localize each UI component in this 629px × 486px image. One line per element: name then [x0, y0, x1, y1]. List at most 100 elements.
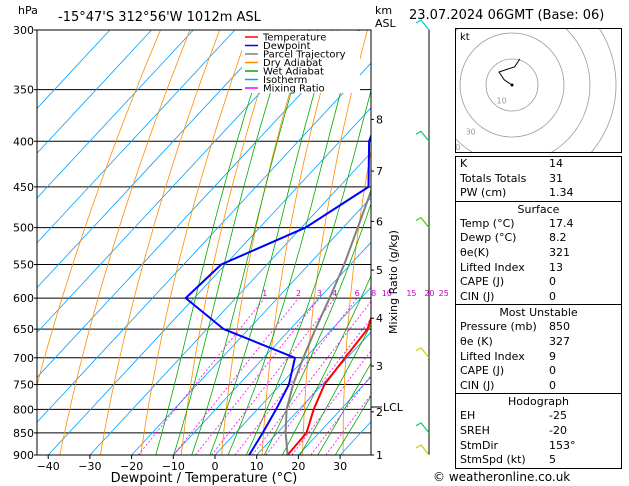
wet-adiabat-line: [317, 362, 371, 455]
mixing-ratio-line: [195, 297, 320, 455]
temperature-tick-label: −30: [78, 460, 101, 473]
dry-adiabat-line: [140, 30, 250, 455]
hodograph-title: Hodograph: [508, 395, 569, 409]
mixing-ratio-line: [211, 297, 336, 455]
wind-barb: [415, 130, 430, 142]
legend-label: Isotherm: [263, 75, 307, 86]
hodograph-unit-label: kt: [460, 32, 470, 43]
wet-adiabat-line: [227, 30, 359, 455]
mixing-ratio-tick-label: 1: [262, 289, 267, 298]
hodograph-ring: [407, 0, 617, 190]
index-row: StmSpd (kt) 5: [460, 453, 556, 467]
hodograph-panel: kt 10 30 40: [407, 0, 622, 190]
index-row: θe(K) 321: [460, 245, 570, 259]
index-row: PW (cm) 1.34: [460, 186, 574, 200]
km-tick-label: 7: [376, 165, 383, 178]
pressure-tick-label: 600: [13, 292, 34, 305]
indices-panel: K 14 Totals Totals 31 PW (cm) 1.34 Surface …: [455, 156, 622, 469]
wind-barb: [415, 444, 430, 456]
km-tick-label: 3: [376, 360, 383, 373]
most-unstable-title: Most Unstable: [499, 306, 578, 320]
hodograph-ring-label: 30: [466, 127, 476, 136]
asl-label: ASL: [375, 17, 397, 30]
km-tick-label: 2: [376, 406, 383, 419]
index-row: StmDir 153°: [460, 438, 576, 452]
isotherm-line: [37, 30, 319, 334]
surface-title: Surface: [517, 202, 560, 216]
pressure-tick-label: 450: [13, 181, 34, 194]
index-row: Temp (°C) 17.4: [460, 216, 574, 230]
wind-barb: [415, 422, 430, 434]
km-tick-label: 1: [376, 449, 383, 462]
legend-box: [242, 31, 360, 93]
pressure-tick-label: 350: [13, 84, 34, 97]
legend-label: Dry Adiabat: [263, 58, 322, 69]
legend-label: Wet Adiabat: [263, 67, 324, 78]
isotherm-line: [37, 30, 236, 244]
x-axis-label: Dewpoint / Temperature (°C): [111, 471, 298, 486]
pressure-tick-label: 400: [13, 135, 34, 148]
index-row: θe (K) 327: [460, 334, 570, 348]
isotherm-line: [37, 30, 194, 199]
isotherm-line: [37, 62, 371, 423]
legend-label: Temperature: [262, 33, 326, 44]
isotherm-line: [37, 30, 152, 154]
isotherm-line: [214, 286, 371, 455]
wet-adiabat-line: [173, 30, 291, 455]
temperature-line: [286, 315, 371, 455]
wet-adiabat-line: [281, 275, 371, 455]
index-row: K 14: [460, 157, 563, 170]
mixing-ratio-tick-label: 25: [439, 289, 449, 298]
hodograph-origin: [510, 83, 514, 87]
index-row: Totals Totals 31: [460, 171, 563, 185]
datetime-label: 23.07.2024 06GMT (Base: 06): [409, 8, 605, 23]
dry-adiabat-line: [302, 30, 368, 455]
pressure-tick-label: 500: [13, 222, 34, 235]
pressure-tick-label: 650: [13, 323, 34, 336]
index-row: CAPE (J) 0: [460, 275, 556, 289]
pressure-tick-label: 300: [13, 24, 34, 37]
location-label: -15°47'S 312°56'W 1012m ASL: [58, 10, 262, 25]
wind-barb: [415, 19, 430, 31]
isotherm-line: [256, 331, 371, 455]
index-row: SREH -20: [460, 423, 567, 437]
index-row: Lifted Index 9: [460, 349, 556, 363]
index-row: EH -25: [460, 409, 567, 423]
temperature-tick-label: 0: [212, 460, 219, 473]
dry-adiabat-line: [37, 30, 161, 387]
km-tick-label: 8: [376, 113, 383, 126]
mixing-ratio-axis-label: Mixing Ratio (g/kg): [387, 230, 400, 334]
wet-adiabat-line: [155, 30, 273, 455]
temperature-tick-label: −40: [37, 460, 60, 473]
index-row: CAPE (J) 0: [460, 364, 556, 378]
km-tick-label: 5: [376, 264, 383, 277]
mixing-ratio-tick-label: 15: [406, 289, 416, 298]
wet-adiabat-line: [245, 88, 371, 455]
pressure-tick-label: 700: [13, 352, 34, 365]
surface-table: Surface Temp (°C) 17.4 Dewp (°C) 8.2 θe(K)…: [455, 200, 622, 305]
hodograph-ring-label: 40: [456, 143, 460, 152]
lcl-label: LCL: [383, 401, 404, 414]
hodograph-trace: [498, 58, 521, 86]
dry-adiabat-line: [421, 30, 456, 455]
mixing-ratio-tick-label: 2: [296, 289, 301, 298]
plot-frame: [36, 29, 372, 456]
legend-label: Parcel Trajectory: [263, 50, 346, 61]
index-row: CIN (J) 0: [460, 378, 556, 392]
hpa-label: hPa: [18, 4, 38, 17]
mixing-ratio-tick-label: 10: [382, 289, 392, 298]
wind-barb: [415, 346, 430, 359]
temperature-tick-label: 20: [291, 460, 305, 473]
wet-adiabat-line: [191, 30, 311, 455]
hodograph-ring-label: 10: [497, 96, 507, 105]
most-unstable-table: Most Unstable Pressure (mb) 850 θe (K) 327…: [455, 304, 622, 394]
copyright-footer[interactable]: © weatheronline.co.uk: [433, 470, 571, 484]
dry-adiabat-line: [342, 148, 371, 455]
dry-adiabat-line: [261, 30, 339, 455]
mixing-ratio-tick-label: 3: [317, 289, 322, 298]
mixing-ratio-line: [251, 300, 371, 455]
temperature-tick-label: −20: [120, 460, 143, 473]
mixing-ratio-tick-label: 6: [355, 289, 360, 298]
hodograph-ring: [459, 32, 565, 138]
